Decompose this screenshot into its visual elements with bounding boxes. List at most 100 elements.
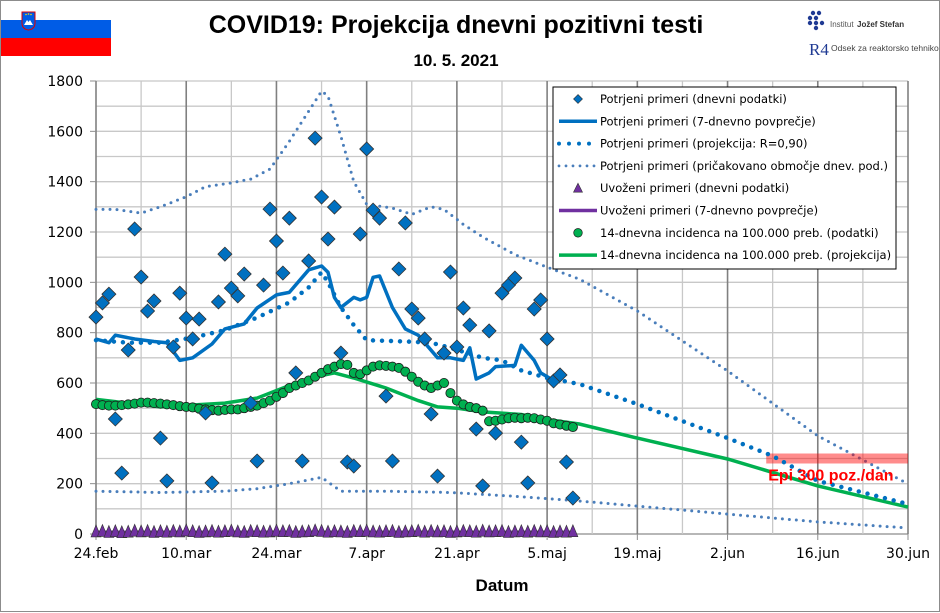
confirmed-daily-point [275,265,291,281]
confirmed-daily-point [333,345,349,361]
y-tick-label: 200 [56,477,83,493]
imported-daily-point [206,523,218,537]
ijs-logo-prefix: Institut [830,20,854,29]
r4-logo: R4 Odsek za reaktorsko tehniko [809,40,939,59]
confirmed-daily-point [210,294,227,310]
confirmed-daily-point [152,430,169,446]
range-lower-line [94,475,910,530]
confirmed-daily-point [520,475,536,491]
confirmed-daily-point [114,465,130,481]
confirmed-daily-point [268,233,285,249]
confirmed-daily-point [462,317,478,333]
legend-entry-label: Uvoženi primeri (7-dnevno povprečje) [600,204,818,218]
legend-entry-label: 14-dnevna incidenca na 100.000 preb. (pr… [600,248,891,262]
confirmed-daily-point [326,199,343,215]
legend-circle-icon [573,228,583,238]
imported-daily-point [142,523,154,537]
range-upper-line [94,88,910,486]
imported-daily-point [412,523,424,537]
confirmed-daily-point [172,285,188,301]
confirmed-daily-point [449,339,465,355]
imported-daily-point [180,523,192,537]
x-tick-label: 2.jun [710,546,745,562]
x-tick-label: 10.mar [161,546,211,562]
confirmed-7day-avg-line [95,264,561,384]
confirmed-daily-point [320,231,336,247]
x-tick-label: 19.maj [613,546,661,562]
confirmed-daily-point [249,453,265,469]
x-tick-label: 7.apr [348,546,385,562]
imported-daily-point [167,523,179,537]
confirmed-daily-point [423,406,439,422]
x-axis-label: Datum [476,576,529,595]
confirmed-daily-point [565,490,581,506]
confirmed-daily-point [359,141,375,157]
legend-box [552,86,897,270]
confirmed-daily-point [255,277,272,293]
confirmed-daily-point [552,367,568,383]
confirmed-daily-point [120,342,136,358]
imported-daily-point [309,523,321,537]
incidence-data-point [342,359,353,370]
imported-daily-point [283,523,295,537]
confirmed-daily-point [146,293,162,309]
legend-entry-label: 14-dnevna incidenca na 100.000 preb. (po… [600,226,879,240]
confirmed-daily-point [410,310,426,326]
confirmed-daily-point [436,345,452,361]
imported-daily-point [129,523,141,537]
confirmed-daily-point [417,331,433,347]
confirmed-daily-point [391,261,407,277]
y-tick-label: 0 [74,527,83,543]
chart-title: COVID19: Projekcija dnevni pozitivni tes… [209,11,704,39]
y-tick-label: 1600 [47,124,83,140]
confirmed-daily-point [558,454,575,470]
legend-entry-label: Potrjeni primeri (pričakovano območje dn… [600,159,888,173]
imported-daily-point [225,523,237,537]
x-tick-label: 16.jun [796,546,840,562]
incidence-projection-line [95,371,909,509]
y-tick-label: 1800 [47,74,83,90]
confirmed-daily-point [159,473,175,489]
imported-daily-point [541,523,553,538]
confirmed-daily-point [526,301,542,317]
r4-logo-mark: R4 [809,40,829,59]
imported-daily-point [496,523,508,537]
confirmed-daily-point [165,339,181,355]
confirmed-daily-point [127,221,143,237]
confirmed-daily-point [397,215,413,231]
incidence-data-point [477,405,488,416]
confirmed-daily-point [533,292,549,308]
confirmed-daily-point [455,300,471,316]
x-tick-label: 5.maj [527,546,566,562]
confirmed-daily-point [513,434,529,450]
imported-daily-point [251,523,263,538]
imported-daily-point [425,523,437,537]
imported-daily-point [464,523,476,538]
imported-daily-point [154,523,166,538]
chart-subtitle: 10. 5. 2021 [413,51,498,70]
confirmed-daily-point [178,310,194,326]
confirmed-daily-point [204,475,220,491]
imported-daily-point [232,524,244,538]
confirmed-daily-point [191,311,207,327]
imported-daily-point [316,523,328,537]
imported-daily-point [187,523,199,538]
confirmed-daily-point [101,286,117,302]
confirmed-daily-point [442,264,459,280]
confirmed-daily-point [352,226,368,242]
confirmed-daily-point [217,246,233,262]
x-tick-label: 21.apr [434,546,480,562]
confirmed-daily-point [281,210,297,226]
x-axis: 24.feb 10.mar 24.mar 7.apr 21.apr 5.maj 19.maj… [74,534,930,562]
confirmed-daily-point [346,458,362,474]
imported-daily-point [438,523,450,538]
confirmed-daily-point [307,130,323,146]
confirmed-daily-point [133,269,149,285]
legend-diamond-icon [573,94,583,104]
confirmed-daily-point [301,253,317,269]
imported-daily-point [96,523,108,537]
imported-daily-point [528,523,540,537]
y-axis: 0 200 400 600 800 1000 1200 1400 1600 1800 [47,74,96,543]
